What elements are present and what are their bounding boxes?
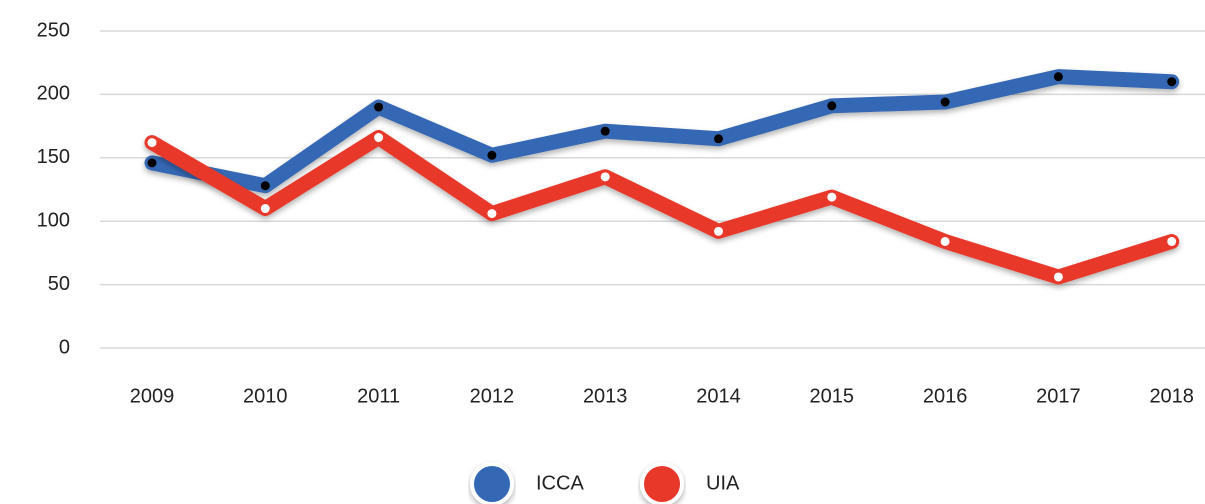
legend-label: ICCA <box>536 472 584 494</box>
series-line <box>144 130 1180 285</box>
x-tick-label: 2009 <box>130 385 175 407</box>
data-point <box>487 209 497 219</box>
y-tick-label: 50 <box>48 273 70 295</box>
data-point <box>940 236 950 246</box>
data-point <box>1053 272 1063 282</box>
data-point <box>374 102 384 112</box>
y-tick-label: 150 <box>37 146 70 168</box>
data-point <box>600 172 610 182</box>
x-tick-label: 2012 <box>470 385 515 407</box>
data-point <box>600 126 610 136</box>
x-tick-label: 2017 <box>1036 385 1081 407</box>
data-point <box>1167 77 1177 87</box>
legend-swatch <box>640 462 684 504</box>
legend-label: UIA <box>706 472 740 494</box>
data-point <box>260 204 270 214</box>
data-point <box>1053 72 1063 82</box>
y-tick-label: 100 <box>37 209 70 231</box>
x-tick-label: 2016 <box>923 385 968 407</box>
x-tick-label: 2013 <box>583 385 628 407</box>
series-line <box>144 69 1180 194</box>
data-point <box>714 134 723 144</box>
data-point <box>1167 236 1177 246</box>
x-tick-label: 2010 <box>243 385 288 407</box>
data-point <box>940 97 950 107</box>
data-point <box>147 138 157 148</box>
y-tick-label: 250 <box>37 19 70 41</box>
data-point <box>827 101 837 111</box>
data-point <box>487 150 497 160</box>
data-point <box>827 192 837 202</box>
x-tick-label: 2014 <box>696 385 741 407</box>
data-point <box>374 133 384 143</box>
legend-swatch <box>470 462 514 504</box>
data-point <box>714 226 723 236</box>
x-tick-label: 2011 <box>357 385 400 407</box>
y-tick-label: 200 <box>37 83 70 105</box>
legend-item: ICCA <box>470 462 584 504</box>
x-tick-label: 2015 <box>810 385 855 407</box>
data-point <box>147 158 157 168</box>
x-tick-label: 2018 <box>1149 385 1194 407</box>
data-point <box>260 181 270 191</box>
legend-item: UIA <box>640 462 740 504</box>
y-tick-label: 0 <box>59 336 70 358</box>
